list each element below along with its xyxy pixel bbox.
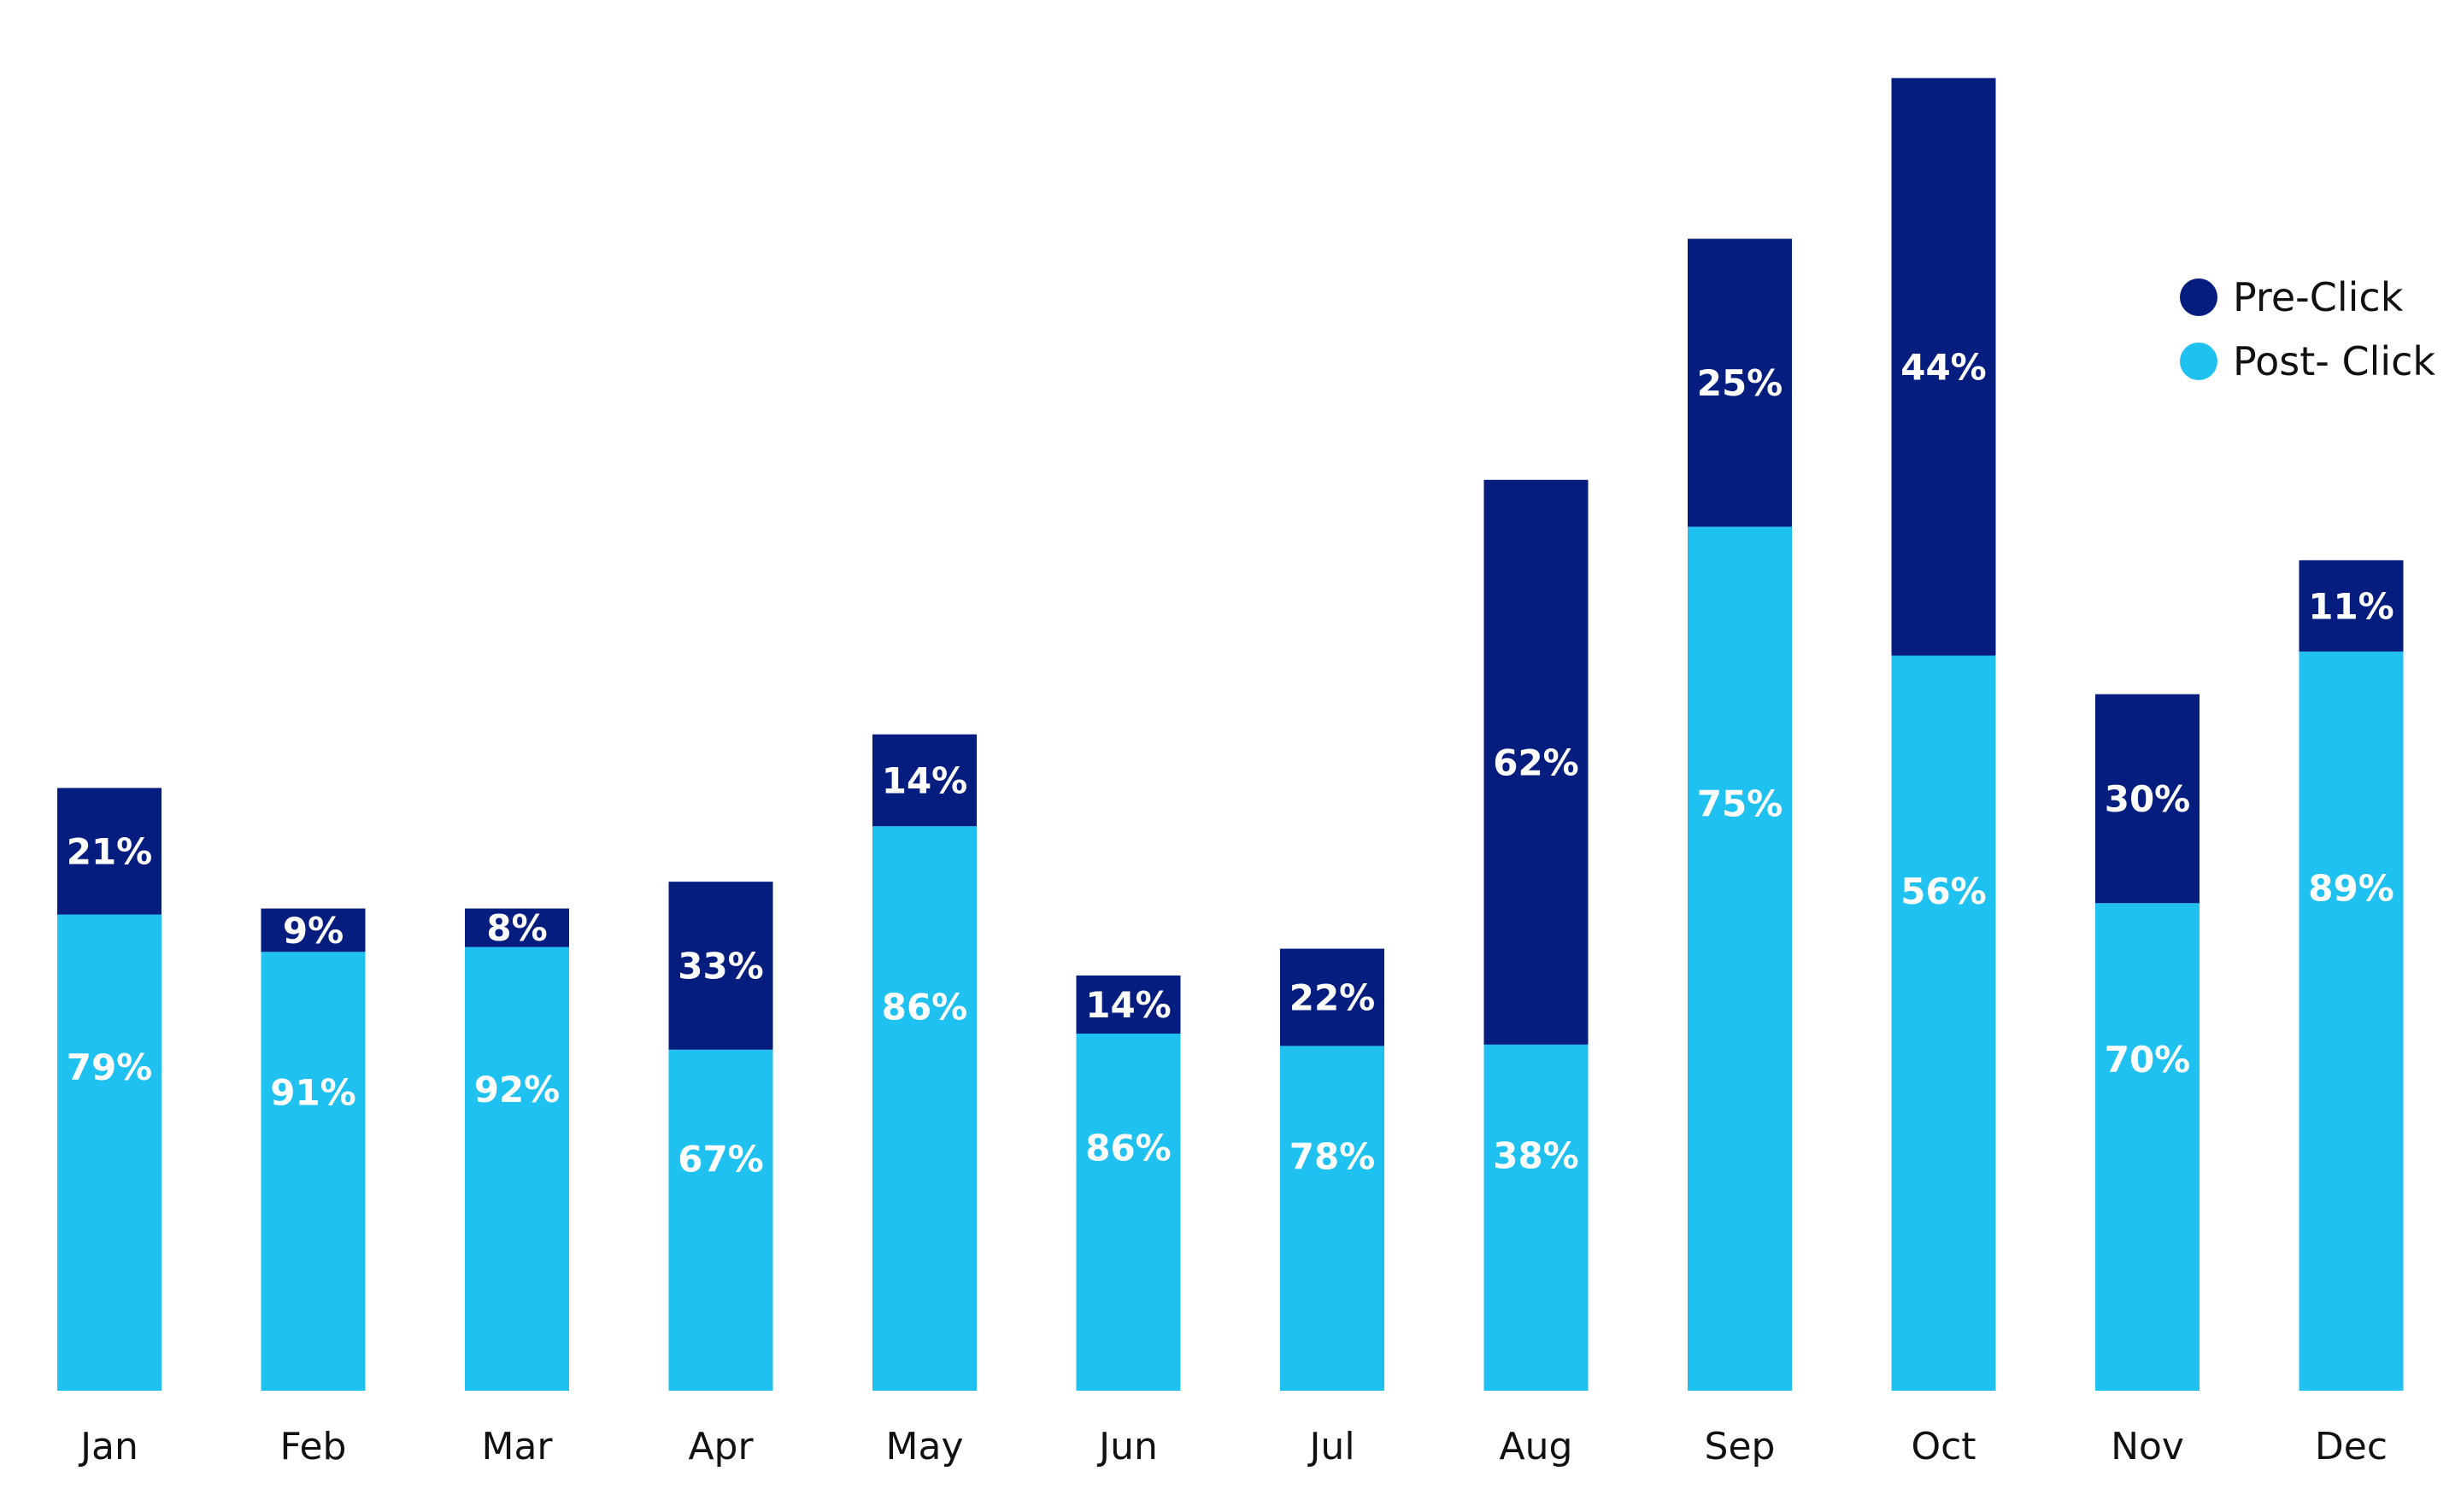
bar-pre-click-dec xyxy=(2299,560,2404,652)
bar-pre-click-aug xyxy=(1483,479,1589,1045)
data-label-pre-click-aug: 62% xyxy=(1493,741,1579,783)
data-label-post-click-oct: 56% xyxy=(1900,870,1987,912)
bar-pre-click-apr xyxy=(668,882,773,1050)
bar-pre-click-mar xyxy=(465,908,569,947)
x-tick-label-dec: Dec xyxy=(2315,1425,2388,1468)
x-axis-ticks: Jan Feb Mar Apr May Jun Jul Aug Sep Oct Nov Dec xyxy=(78,1425,2388,1468)
x-tick-label-jan: Jan xyxy=(78,1425,138,1468)
data-label-post-click-nov: 70% xyxy=(2105,1039,2191,1081)
x-tick-label-jun: Jun xyxy=(1096,1425,1158,1468)
bar-pre-click-jan xyxy=(57,788,162,915)
bar-pre-click-feb xyxy=(261,908,366,952)
bar-post-click-jan xyxy=(57,914,162,1391)
bar-post-click-dec xyxy=(2299,651,2404,1391)
bar-post-click-mar xyxy=(465,946,569,1391)
data-label-post-click-jul: 78% xyxy=(1289,1136,1376,1178)
data-label-post-click-dec: 89% xyxy=(2308,868,2394,910)
data-label-pre-click-mar: 8% xyxy=(486,907,547,949)
bar-pre-click-nov xyxy=(2095,694,2200,904)
bar-post-click-oct xyxy=(1891,655,1996,1391)
bar-post-click-aug xyxy=(1483,1044,1589,1391)
x-tick-label-mar: Mar xyxy=(481,1425,553,1468)
bar-post-click-jul xyxy=(1280,1046,1384,1391)
legend-label-post-click: Post- Click xyxy=(2233,338,2435,384)
data-label-post-click-jun: 86% xyxy=(1085,1128,1172,1169)
bar-pre-click-oct xyxy=(1891,78,1996,656)
data-label-pre-click-dec: 11% xyxy=(2308,585,2394,627)
x-tick-label-oct: Oct xyxy=(1911,1425,1976,1468)
legend-swatch-post-click xyxy=(2180,343,2217,380)
bar-post-click-may xyxy=(872,826,977,1391)
legend: Pre-Click Post- Click xyxy=(2180,274,2435,384)
bar-post-click-nov xyxy=(2095,903,2200,1391)
bars-group: 21% 79% 9% 91% 8% 92% 33% 67% 14% 86% 14% 86% 22% 78%… xyxy=(57,78,2404,1391)
legend-swatch-pre-click xyxy=(2180,278,2217,316)
bar-post-click-sep xyxy=(1688,526,1792,1391)
data-label-post-click-may: 86% xyxy=(882,987,968,1029)
data-label-pre-click-apr: 33% xyxy=(678,945,764,987)
bar-pre-click-sep xyxy=(1688,238,1792,527)
data-label-post-click-feb: 91% xyxy=(270,1072,356,1114)
data-label-post-click-mar: 92% xyxy=(474,1069,561,1111)
data-label-pre-click-jul: 22% xyxy=(1289,976,1376,1018)
x-tick-label-apr: Apr xyxy=(688,1425,754,1468)
data-label-post-click-apr: 67% xyxy=(678,1139,764,1181)
x-tick-label-nov: Nov xyxy=(2111,1425,2184,1468)
bar-pre-click-may xyxy=(872,734,977,827)
data-label-pre-click-nov: 30% xyxy=(2105,778,2191,820)
bar-post-click-apr xyxy=(668,1049,773,1391)
x-tick-label-feb: Feb xyxy=(280,1425,347,1468)
bar-post-click-feb xyxy=(261,952,366,1391)
data-label-pre-click-oct: 44% xyxy=(1900,346,1987,388)
bar-pre-click-jun xyxy=(1076,975,1181,1034)
data-label-pre-click-sep: 25% xyxy=(1697,362,1783,404)
x-tick-label-may: May xyxy=(886,1425,964,1468)
data-label-pre-click-may: 14% xyxy=(882,759,968,801)
data-label-post-click-sep: 75% xyxy=(1697,782,1783,824)
data-label-post-click-aug: 38% xyxy=(1493,1134,1579,1176)
legend-label-pre-click: Pre-Click xyxy=(2233,274,2404,320)
x-tick-label-jul: Jul xyxy=(1307,1425,1354,1468)
data-label-pre-click-jun: 14% xyxy=(1085,984,1172,1026)
bar-pre-click-jul xyxy=(1280,948,1384,1046)
bar-post-click-jun xyxy=(1076,1033,1181,1391)
data-label-pre-click-feb: 9% xyxy=(283,910,344,952)
x-tick-label-sep: Sep xyxy=(1705,1425,1776,1468)
data-label-post-click-jan: 79% xyxy=(67,1046,153,1088)
x-tick-label-aug: Aug xyxy=(1500,1425,1573,1468)
data-label-pre-click-jan: 21% xyxy=(67,830,153,872)
